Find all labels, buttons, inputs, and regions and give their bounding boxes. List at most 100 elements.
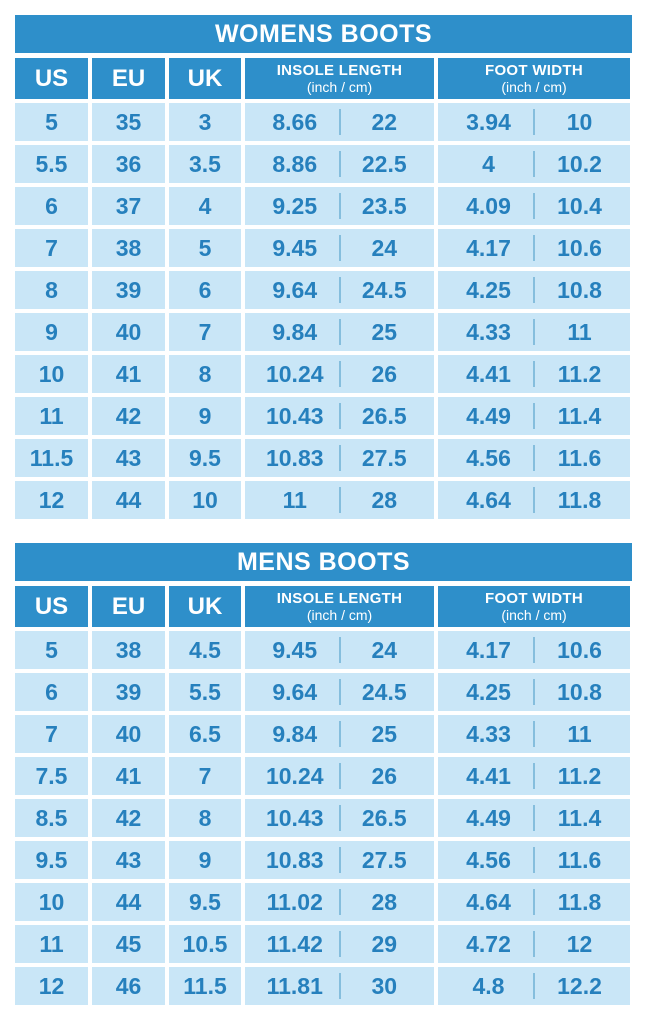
foot-width-cell: 4.33 11: [438, 313, 630, 351]
insole-length-cell: 9.45 24: [245, 229, 434, 267]
foot-cm-value: 10.6: [557, 234, 602, 261]
table-row: 10 44 9.5 11.02 28 4.64 11.8: [15, 883, 632, 921]
uk-size-cell: 3.5: [169, 145, 241, 183]
insole-length-cell: 10.24 26: [245, 757, 434, 795]
insole-cm-value: 28: [371, 486, 398, 513]
us-size-cell: 8: [15, 271, 88, 309]
insole-length-units: (inch / cm): [306, 607, 373, 624]
foot-width-cell: 4.41 11.2: [438, 355, 630, 393]
inch-cm-divider: [533, 847, 535, 873]
table-row: 8.5 42 8 10.43 26.5 4.49 11.4: [15, 799, 632, 837]
table-row: 12 44 10 11 28 4.64 11.8: [15, 481, 632, 519]
uk-size-cell: 6.5: [169, 715, 241, 753]
insole-inch-value: 8.86: [272, 150, 318, 177]
inch-cm-divider: [533, 487, 535, 513]
foot-cm-value: 11.2: [557, 360, 602, 387]
inch-cm-divider: [533, 235, 535, 261]
foot-inch-value: 4.25: [466, 678, 511, 705]
us-size-cell: 10: [15, 355, 88, 393]
eu-size-cell: 40: [92, 313, 165, 351]
insole-cm-value: 25: [371, 318, 398, 345]
insole-inch-value: 9.84: [272, 318, 318, 345]
inch-cm-divider: [338, 637, 341, 663]
insole-cm-value: 29: [371, 930, 398, 957]
eu-size-cell: 43: [92, 841, 165, 879]
inch-cm-divider: [533, 277, 535, 303]
inch-cm-divider: [338, 931, 341, 957]
insole-cm-value: 22: [371, 108, 398, 135]
insole-cm-value: 25: [371, 720, 398, 747]
foot-width-cell: 3.94 10: [438, 103, 630, 141]
mens-boots-table: MENS BOOTS US EU UK INSOLE LENGTH (inch …: [15, 543, 632, 1005]
insole-inch-value: 11.42: [266, 930, 323, 957]
table-row: 7 38 5 9.45 24 4.17 10.6: [15, 229, 632, 267]
inch-cm-divider: [338, 847, 341, 873]
foot-cm-value: 11: [567, 318, 592, 345]
foot-width-cell: 4.56 11.6: [438, 439, 630, 477]
inch-cm-divider: [533, 721, 535, 747]
inch-cm-divider: [533, 637, 535, 663]
foot-width-cell: 4.09 10.4: [438, 187, 630, 225]
foot-width-cell: 4.25 10.8: [438, 271, 630, 309]
us-size-cell: 11.5: [15, 439, 88, 477]
eu-size-cell: 42: [92, 799, 165, 837]
eu-size-cell: 42: [92, 397, 165, 435]
foot-width-cell: 4.25 10.8: [438, 673, 630, 711]
insole-inch-value: 10.43: [265, 804, 324, 831]
foot-width-cell: 4.64 11.8: [438, 481, 630, 519]
foot-width-cell: 4.41 11.2: [438, 757, 630, 795]
foot-cm-value: 10.4: [557, 192, 602, 219]
foot-width-units: (inch / cm): [501, 607, 567, 624]
us-size-cell: 11: [15, 397, 88, 435]
us-size-cell: 7: [15, 229, 88, 267]
us-size-cell: 8.5: [15, 799, 88, 837]
insole-length-label: INSOLE LENGTH: [276, 589, 403, 607]
insole-cm-value: 24: [371, 636, 398, 663]
table-row: 9.5 43 9 10.83 27.5 4.56 11.6: [15, 841, 632, 879]
us-size-cell: 11: [15, 925, 88, 963]
insole-length-cell: 9.84 25: [245, 313, 434, 351]
inch-cm-divider: [338, 193, 341, 219]
insole-length-cell: 10.83 27.5: [245, 439, 434, 477]
insole-cm-value: 23.5: [361, 192, 407, 219]
insole-cm-value: 26.5: [361, 804, 407, 831]
uk-size-cell: 7: [169, 313, 241, 351]
table-row: 12 46 11.5 11.81 30 4.8 12.2: [15, 967, 632, 1005]
mens-header-row: US EU UK INSOLE LENGTH (inch / cm) FOOT …: [15, 586, 632, 627]
us-size-cell: 6: [15, 673, 88, 711]
foot-inch-value: 4.41: [466, 360, 511, 387]
foot-width-cell: 4.49 11.4: [438, 799, 630, 837]
foot-width-cell: 4.72 12: [438, 925, 630, 963]
insole-length-cell: 8.66 22: [245, 103, 434, 141]
womens-table-title: WOMENS BOOTS: [15, 15, 632, 53]
uk-size-cell: 8: [169, 799, 241, 837]
us-size-cell: 5.5: [15, 145, 88, 183]
inch-cm-divider: [338, 679, 341, 705]
uk-size-cell: 10: [169, 481, 241, 519]
table-row: 11 42 9 10.43 26.5 4.49 11.4: [15, 397, 632, 435]
insole-length-units: (inch / cm): [306, 79, 373, 96]
insole-length-cell: 11 28: [245, 481, 434, 519]
foot-cm-value: 10.8: [557, 678, 602, 705]
foot-width-cell: 4.64 11.8: [438, 883, 630, 921]
inch-cm-divider: [533, 193, 535, 219]
foot-cm-value: 11.8: [557, 888, 602, 915]
uk-size-cell: 4: [169, 187, 241, 225]
foot-width-cell: 4.17 10.6: [438, 229, 630, 267]
insole-length-cell: 10.43 26.5: [245, 397, 434, 435]
inch-cm-divider: [533, 151, 535, 177]
column-header-eu: EU: [92, 586, 165, 627]
insole-inch-value: 9.25: [272, 192, 318, 219]
insole-cm-value: 30: [371, 972, 398, 999]
inch-cm-divider: [338, 487, 341, 513]
table-row: 7 40 6.5 9.84 25 4.33 11: [15, 715, 632, 753]
insole-length-cell: 9.64 24.5: [245, 271, 434, 309]
us-size-cell: 12: [15, 481, 88, 519]
column-header-insole-length: INSOLE LENGTH (inch / cm): [245, 58, 434, 99]
foot-inch-value: 4.09: [466, 192, 511, 219]
insole-inch-value: 11.81: [266, 972, 323, 999]
table-row: 8 39 6 9.64 24.5 4.25 10.8: [15, 271, 632, 309]
eu-size-cell: 46: [92, 967, 165, 1005]
insole-cm-value: 24.5: [361, 678, 407, 705]
